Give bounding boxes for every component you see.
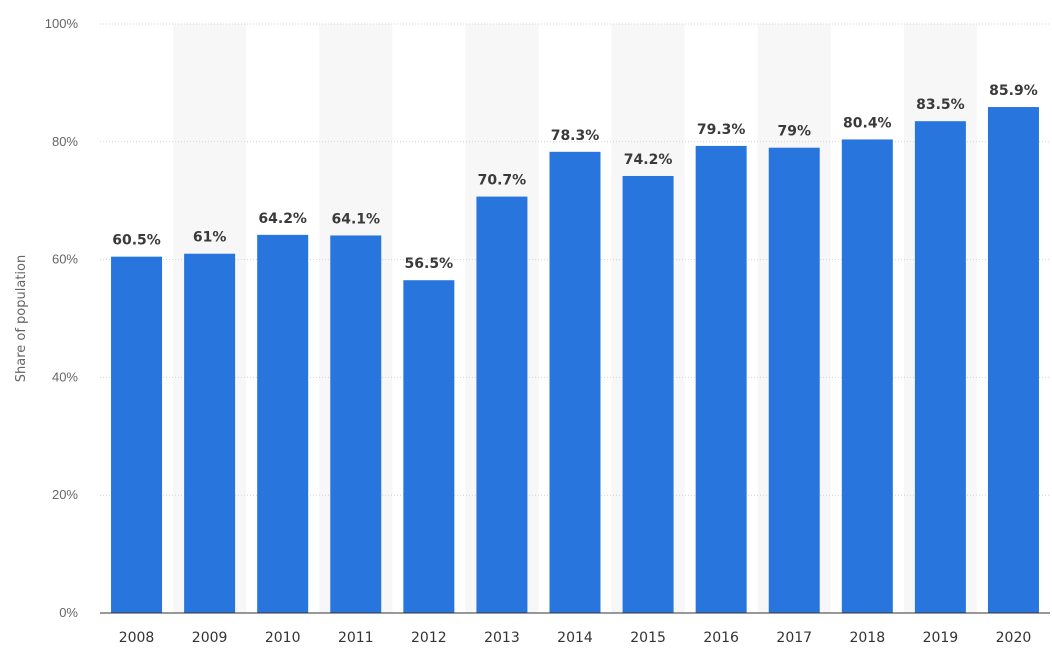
y-tick-label: 80%: [52, 134, 78, 149]
bar-value-label: 64.2%: [258, 211, 307, 227]
y-tick-label: 40%: [52, 369, 78, 384]
y-tick-label: 60%: [52, 252, 78, 267]
y-tick-label: 100%: [45, 16, 79, 31]
bar-value-label: 70.7%: [478, 173, 527, 189]
bar-2009[interactable]: [184, 253, 236, 613]
bar-value-label: 79%: [777, 124, 811, 140]
y-axis-tick-labels: 0% 20% 40% 60% 80% 100%: [45, 16, 79, 620]
bar-2013[interactable]: [476, 196, 528, 613]
x-tick-label: 2018: [849, 630, 885, 646]
bar-value-label: 85.9%: [989, 83, 1038, 99]
bar-2011[interactable]: [330, 235, 382, 614]
x-tick-label: 2010: [265, 630, 301, 646]
bar-value-label: 79.3%: [697, 122, 746, 138]
bar-value-label: 64.1%: [331, 211, 380, 227]
bar-value-label: 74.2%: [624, 152, 673, 168]
bar-2012[interactable]: [403, 280, 455, 613]
x-tick-label: 2012: [411, 630, 447, 646]
x-tick-label: 2009: [192, 630, 228, 646]
x-tick-label: 2017: [776, 630, 812, 646]
x-tick-label: 2013: [484, 630, 520, 646]
bar-2014[interactable]: [549, 151, 601, 614]
bar-2010[interactable]: [257, 234, 309, 613]
bar-2015[interactable]: [622, 175, 674, 613]
y-tick-label: 0%: [59, 605, 78, 620]
x-tick-label: 2016: [703, 630, 739, 646]
bar-2008[interactable]: [111, 256, 163, 613]
y-tick-label: 20%: [52, 487, 78, 502]
x-tick-label: 2020: [996, 630, 1032, 646]
bar-2019[interactable]: [914, 121, 966, 613]
bar-2018[interactable]: [841, 139, 893, 613]
bar-2016[interactable]: [695, 145, 747, 613]
bar-value-labels: 60.5% 61% 64.2% 64.1% 56.5% 70.7% 78.3% 74.2% 79…: [112, 83, 1038, 272]
bar-value-label: 83.5%: [916, 97, 965, 113]
x-tick-label: 2011: [338, 630, 374, 646]
bar-value-label: 61%: [193, 230, 227, 246]
y-axis-title: Share of population: [14, 255, 29, 383]
x-axis-tick-labels: 2008 2009 2010 2011 2012 2013 2014 2015 2016 2017…: [119, 630, 1032, 646]
bar-value-label: 78.3%: [551, 128, 600, 144]
x-tick-label: 2014: [557, 630, 593, 646]
bar-value-label: 80.4%: [843, 115, 892, 131]
x-tick-label: 2019: [923, 630, 959, 646]
bars: [111, 107, 1039, 614]
bar-2020[interactable]: [987, 107, 1039, 613]
bar-value-label: 60.5%: [112, 233, 161, 249]
bar-value-label: 56.5%: [405, 256, 454, 272]
bar-2017[interactable]: [768, 147, 820, 613]
x-tick-label: 2015: [630, 630, 666, 646]
x-tick-label: 2008: [119, 630, 155, 646]
